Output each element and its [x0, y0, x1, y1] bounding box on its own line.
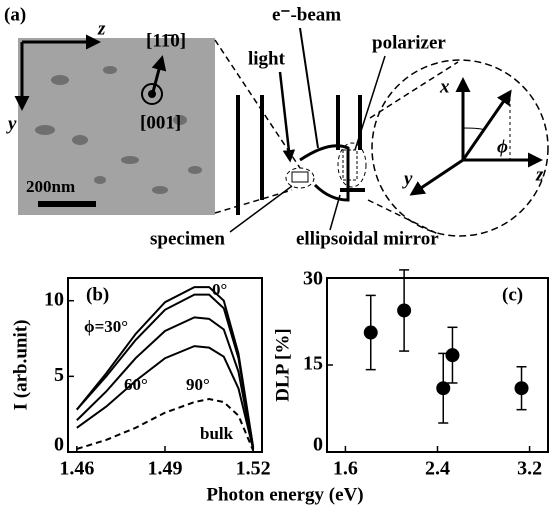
y-tick-label: 15 [303, 353, 323, 375]
figure: (a) z y [11̄0] [001] 200nm light e⁻-beam [0, 0, 553, 512]
y-tick-label: 10 [44, 288, 64, 310]
x-axis-title: Photon energy (eV) [206, 484, 363, 505]
x-tick-label: 3.2 [517, 458, 542, 480]
y-tick-label: 0 [313, 434, 323, 456]
x-tick-label: 2.4 [425, 458, 450, 480]
light-label: light [248, 48, 286, 69]
polarizer-label: polarizer [372, 32, 446, 53]
y-tick-label: 30 [303, 268, 323, 290]
point [397, 303, 411, 317]
axis-label: z [97, 18, 106, 39]
coord-label: z [535, 164, 544, 185]
panel-label: (b) [86, 284, 109, 305]
panel-label: (a) [4, 4, 26, 25]
x-tick-label: 1.49 [148, 458, 183, 480]
scale-bar-label: 200nm [26, 177, 75, 196]
mirror-label: ellipsoidal mirror [296, 228, 439, 249]
point [364, 326, 378, 340]
y-tick-label: 0 [54, 434, 64, 456]
x-tick-label: 1.46 [59, 458, 94, 480]
angle-label: ϕ [497, 136, 508, 157]
coord-label: y [402, 168, 413, 189]
y-tick-label: 5 [54, 364, 64, 386]
panel-label: (c) [502, 284, 523, 305]
y-axis-title: I (arb.unit) [10, 320, 31, 411]
point [445, 348, 459, 362]
specimen-label: specimen [150, 228, 225, 249]
coord-label: x [439, 76, 450, 97]
ebeam-label: e⁻-beam [272, 4, 341, 25]
curve-label: bulk [200, 424, 234, 443]
axis-label: y [6, 113, 17, 134]
panel-a: (a) z y [11̄0] [001] 200nm light e⁻-beam [4, 4, 548, 249]
direction-label: [001] [140, 112, 181, 133]
curve-label: 90° [186, 375, 210, 394]
curve-label: 0° [212, 280, 227, 299]
point [515, 381, 529, 395]
y-axis-title: DLP [%] [272, 328, 293, 401]
curve-label: 60° [124, 375, 148, 394]
curve-label: ϕ=30° [84, 317, 128, 336]
x-tick-label: 1.6 [333, 458, 358, 480]
direction-label: [11̄0] [146, 30, 186, 51]
x-tick-label: 1.52 [236, 458, 271, 480]
